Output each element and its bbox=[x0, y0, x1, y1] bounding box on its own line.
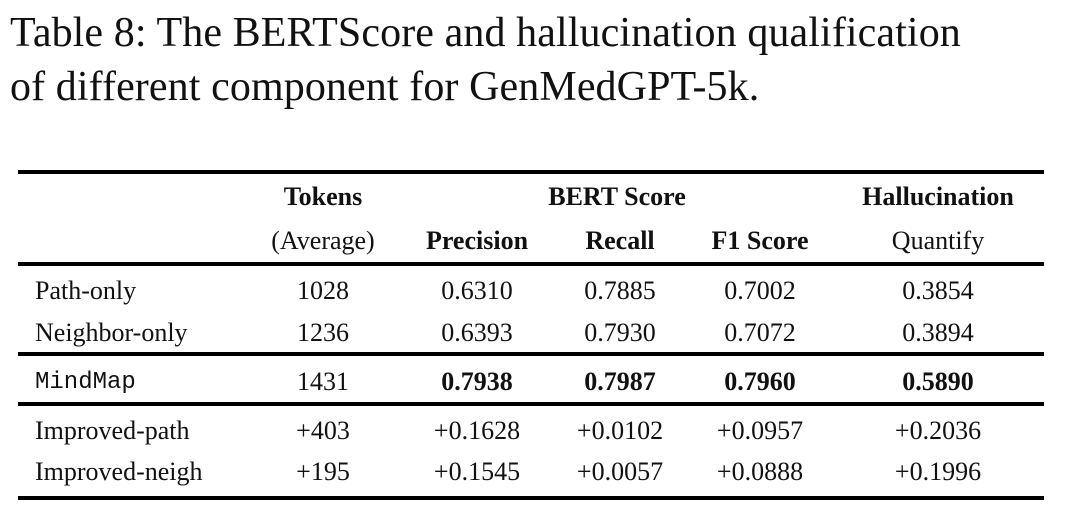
header-precision: Precision bbox=[425, 226, 529, 255]
cell-precision: 0.7938 bbox=[441, 367, 513, 396]
row-rule-2 bbox=[18, 402, 1044, 406]
cell-hallucination: +0.2036 bbox=[894, 416, 982, 445]
caption-line-2: of different component for GenMedGPT-5k. bbox=[10, 64, 760, 110]
row-label: Neighbor-only bbox=[35, 318, 188, 347]
cell-hallucination: 0.3894 bbox=[902, 318, 974, 347]
row-label: Path-only bbox=[35, 276, 137, 305]
header-hallucination: Hallucination bbox=[862, 182, 1014, 211]
cell-precision: 0.6310 bbox=[441, 276, 513, 305]
header-quantify: Quantify bbox=[891, 226, 985, 255]
cell-tokens: 1028 bbox=[297, 276, 349, 305]
top-rule bbox=[18, 170, 1044, 174]
cell-tokens: 1236 bbox=[297, 318, 349, 347]
header-rule bbox=[18, 262, 1044, 266]
bottom-rule bbox=[18, 496, 1044, 500]
cell-precision: 0.6393 bbox=[441, 318, 513, 347]
row-rule-1 bbox=[18, 352, 1044, 356]
cell-precision: +0.1545 bbox=[433, 457, 521, 486]
header-tokens-average: (Average) bbox=[271, 226, 375, 255]
cell-tokens: 1431 bbox=[297, 367, 349, 396]
cell-hallucination: 0.3854 bbox=[902, 276, 974, 305]
cell-recall: 0.7885 bbox=[584, 276, 656, 305]
row-label: Improved-path bbox=[35, 416, 190, 445]
header-f1-score: F1 Score bbox=[711, 226, 809, 255]
table-caption: Table 8: The BERTScore and hallucination… bbox=[10, 6, 1070, 114]
cell-recall: +0.0057 bbox=[576, 457, 664, 486]
cell-recall: 0.7930 bbox=[584, 318, 656, 347]
cell-recall: +0.0102 bbox=[576, 416, 664, 445]
cell-f1: +0.0888 bbox=[716, 457, 804, 486]
cell-f1: 0.7960 bbox=[724, 367, 796, 396]
cell-tokens: +403 bbox=[296, 416, 350, 445]
header-bert-score: BERT Score bbox=[548, 182, 686, 211]
cell-hallucination: +0.1996 bbox=[894, 457, 982, 486]
caption-line-1: Table 8: The BERTScore and hallucination… bbox=[10, 10, 961, 56]
cell-f1: 0.7002 bbox=[724, 276, 796, 305]
header-recall: Recall bbox=[585, 226, 655, 255]
header-tokens: Tokens bbox=[283, 182, 363, 211]
cell-f1: +0.0957 bbox=[716, 416, 804, 445]
cell-tokens: +195 bbox=[296, 457, 350, 486]
row-label-mindmap: MindMap bbox=[35, 369, 136, 396]
cell-hallucination: 0.5890 bbox=[902, 367, 974, 396]
row-label: Improved-neigh bbox=[35, 457, 203, 486]
cell-recall: 0.7987 bbox=[584, 367, 656, 396]
cell-precision: +0.1628 bbox=[433, 416, 521, 445]
cell-f1: 0.7072 bbox=[724, 318, 796, 347]
